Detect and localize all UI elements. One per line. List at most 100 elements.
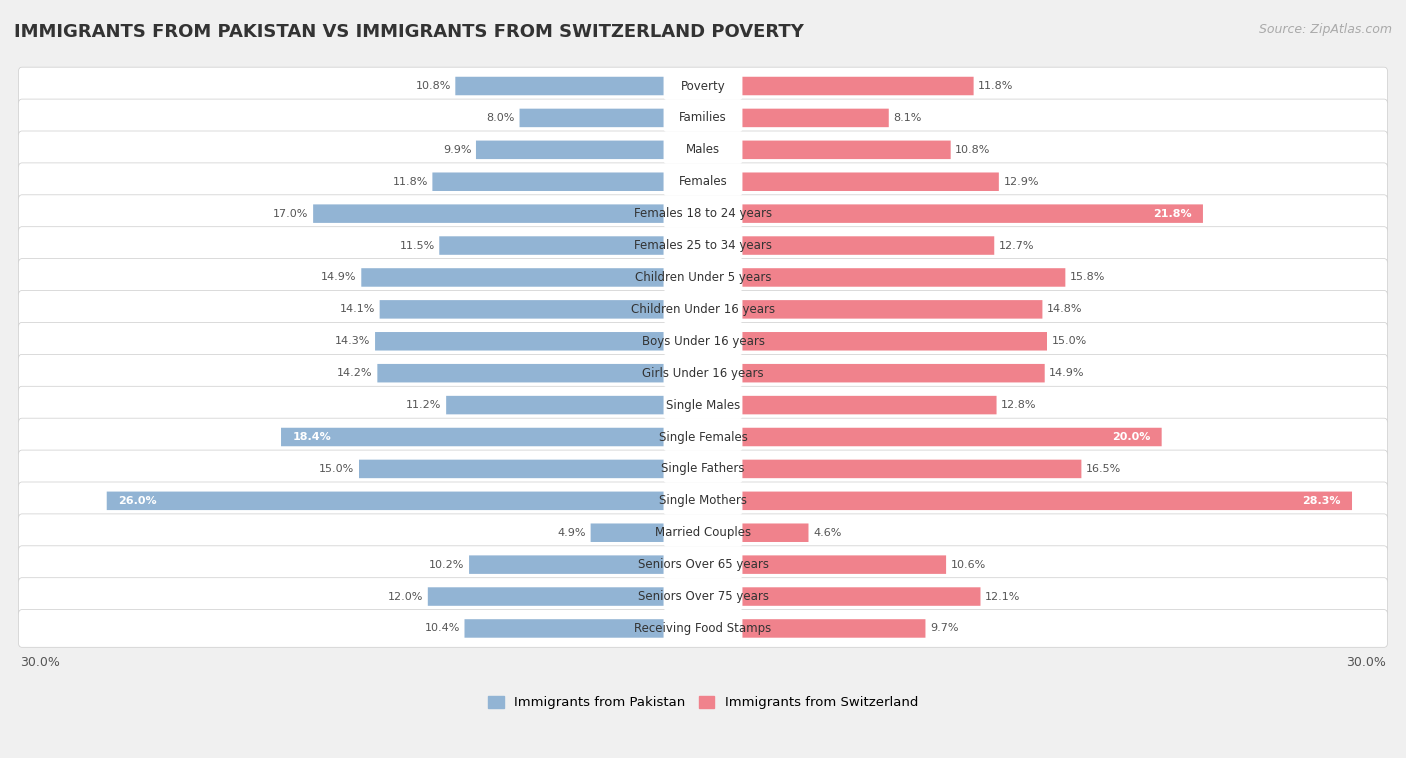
FancyBboxPatch shape bbox=[703, 364, 1045, 383]
FancyBboxPatch shape bbox=[18, 387, 1388, 424]
FancyBboxPatch shape bbox=[664, 327, 742, 356]
Text: Females: Females bbox=[679, 175, 727, 188]
Text: Families: Families bbox=[679, 111, 727, 124]
FancyBboxPatch shape bbox=[703, 268, 1066, 287]
FancyBboxPatch shape bbox=[281, 428, 703, 446]
FancyBboxPatch shape bbox=[377, 364, 703, 383]
Text: Source: ZipAtlas.com: Source: ZipAtlas.com bbox=[1258, 23, 1392, 36]
Text: 11.2%: 11.2% bbox=[406, 400, 441, 410]
FancyBboxPatch shape bbox=[703, 140, 950, 159]
FancyBboxPatch shape bbox=[464, 619, 703, 637]
Text: 12.8%: 12.8% bbox=[1001, 400, 1036, 410]
FancyBboxPatch shape bbox=[664, 72, 742, 100]
FancyBboxPatch shape bbox=[703, 556, 946, 574]
Text: Children Under 5 years: Children Under 5 years bbox=[634, 271, 772, 284]
FancyBboxPatch shape bbox=[703, 300, 1042, 318]
FancyBboxPatch shape bbox=[380, 300, 703, 318]
FancyBboxPatch shape bbox=[477, 140, 703, 159]
FancyBboxPatch shape bbox=[703, 205, 1204, 223]
Text: 11.8%: 11.8% bbox=[392, 177, 427, 186]
Text: Single Females: Single Females bbox=[658, 431, 748, 443]
Text: Children Under 16 years: Children Under 16 years bbox=[631, 303, 775, 316]
Text: 14.9%: 14.9% bbox=[1049, 368, 1085, 378]
FancyBboxPatch shape bbox=[703, 108, 889, 127]
Text: 30.0%: 30.0% bbox=[20, 656, 59, 669]
Text: Single Fathers: Single Fathers bbox=[661, 462, 745, 475]
FancyBboxPatch shape bbox=[664, 551, 742, 578]
FancyBboxPatch shape bbox=[664, 423, 742, 451]
FancyBboxPatch shape bbox=[18, 67, 1388, 105]
FancyBboxPatch shape bbox=[18, 354, 1388, 392]
Text: 26.0%: 26.0% bbox=[118, 496, 157, 506]
FancyBboxPatch shape bbox=[18, 99, 1388, 136]
FancyBboxPatch shape bbox=[664, 518, 742, 547]
Text: Males: Males bbox=[686, 143, 720, 156]
Text: 8.0%: 8.0% bbox=[486, 113, 515, 123]
FancyBboxPatch shape bbox=[703, 459, 1081, 478]
Text: Females 18 to 24 years: Females 18 to 24 years bbox=[634, 207, 772, 220]
FancyBboxPatch shape bbox=[18, 482, 1388, 520]
FancyBboxPatch shape bbox=[664, 264, 742, 291]
Text: Single Males: Single Males bbox=[666, 399, 740, 412]
Text: 8.1%: 8.1% bbox=[893, 113, 922, 123]
FancyBboxPatch shape bbox=[664, 168, 742, 196]
FancyBboxPatch shape bbox=[703, 173, 998, 191]
Text: 20.0%: 20.0% bbox=[1112, 432, 1150, 442]
FancyBboxPatch shape bbox=[361, 268, 703, 287]
Text: Females 25 to 34 years: Females 25 to 34 years bbox=[634, 239, 772, 252]
FancyBboxPatch shape bbox=[664, 583, 742, 610]
FancyBboxPatch shape bbox=[703, 619, 925, 637]
Text: 28.3%: 28.3% bbox=[1302, 496, 1340, 506]
FancyBboxPatch shape bbox=[375, 332, 703, 350]
Text: 16.5%: 16.5% bbox=[1085, 464, 1121, 474]
Text: 4.9%: 4.9% bbox=[558, 528, 586, 537]
FancyBboxPatch shape bbox=[18, 290, 1388, 328]
Text: Married Couples: Married Couples bbox=[655, 526, 751, 539]
FancyBboxPatch shape bbox=[18, 131, 1388, 168]
FancyBboxPatch shape bbox=[439, 236, 703, 255]
Legend: Immigrants from Pakistan, Immigrants from Switzerland: Immigrants from Pakistan, Immigrants fro… bbox=[482, 691, 924, 715]
Text: 15.8%: 15.8% bbox=[1070, 272, 1105, 283]
FancyBboxPatch shape bbox=[703, 77, 973, 96]
Text: 9.9%: 9.9% bbox=[443, 145, 471, 155]
Text: 18.4%: 18.4% bbox=[292, 432, 332, 442]
Text: Boys Under 16 years: Boys Under 16 years bbox=[641, 335, 765, 348]
Text: 10.8%: 10.8% bbox=[415, 81, 451, 91]
FancyBboxPatch shape bbox=[664, 391, 742, 419]
Text: 21.8%: 21.8% bbox=[1153, 208, 1191, 218]
Text: Seniors Over 65 years: Seniors Over 65 years bbox=[637, 558, 769, 571]
Text: 14.1%: 14.1% bbox=[340, 305, 375, 315]
FancyBboxPatch shape bbox=[18, 609, 1388, 647]
Text: 14.2%: 14.2% bbox=[337, 368, 373, 378]
FancyBboxPatch shape bbox=[18, 546, 1388, 584]
FancyBboxPatch shape bbox=[703, 236, 994, 255]
FancyBboxPatch shape bbox=[664, 104, 742, 132]
Text: 10.4%: 10.4% bbox=[425, 624, 460, 634]
FancyBboxPatch shape bbox=[664, 136, 742, 164]
FancyBboxPatch shape bbox=[520, 108, 703, 127]
FancyBboxPatch shape bbox=[18, 578, 1388, 615]
FancyBboxPatch shape bbox=[664, 232, 742, 259]
Text: 12.1%: 12.1% bbox=[986, 591, 1021, 602]
FancyBboxPatch shape bbox=[456, 77, 703, 96]
FancyBboxPatch shape bbox=[107, 492, 703, 510]
FancyBboxPatch shape bbox=[359, 459, 703, 478]
Text: Girls Under 16 years: Girls Under 16 years bbox=[643, 367, 763, 380]
FancyBboxPatch shape bbox=[664, 487, 742, 515]
FancyBboxPatch shape bbox=[18, 418, 1388, 456]
Text: 11.8%: 11.8% bbox=[979, 81, 1014, 91]
Text: Seniors Over 75 years: Seniors Over 75 years bbox=[637, 590, 769, 603]
Text: 30.0%: 30.0% bbox=[1347, 656, 1386, 669]
Text: 4.6%: 4.6% bbox=[813, 528, 841, 537]
FancyBboxPatch shape bbox=[703, 492, 1353, 510]
FancyBboxPatch shape bbox=[664, 296, 742, 323]
Text: 10.6%: 10.6% bbox=[950, 559, 986, 570]
Text: Receiving Food Stamps: Receiving Food Stamps bbox=[634, 622, 772, 635]
FancyBboxPatch shape bbox=[314, 205, 703, 223]
FancyBboxPatch shape bbox=[664, 615, 742, 642]
FancyBboxPatch shape bbox=[18, 450, 1388, 487]
Text: 14.3%: 14.3% bbox=[335, 337, 370, 346]
Text: 17.0%: 17.0% bbox=[273, 208, 308, 218]
Text: 10.8%: 10.8% bbox=[955, 145, 991, 155]
FancyBboxPatch shape bbox=[664, 455, 742, 483]
